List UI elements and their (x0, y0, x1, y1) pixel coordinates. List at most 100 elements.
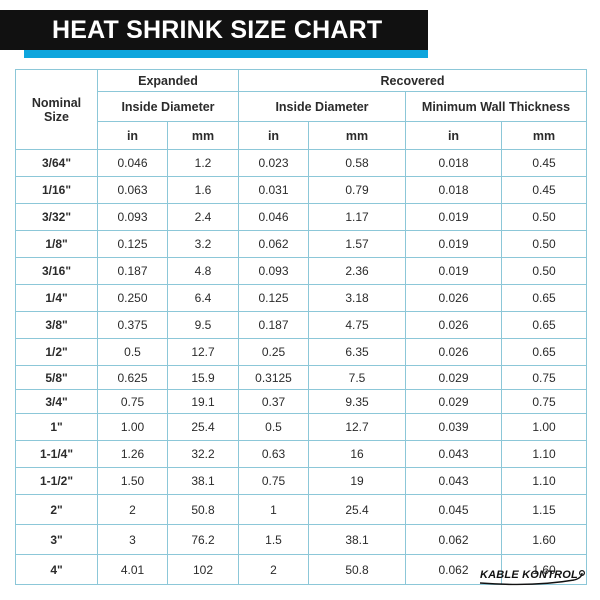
value-cell: 32.2 (167, 440, 239, 468)
value-cell: 1.15 (501, 494, 587, 525)
nominal-size-cell: 5/8" (15, 365, 98, 390)
table-row: 5/8" 0.625 15.9 0.3125 7.5 0.029 0.75 (15, 365, 587, 390)
size-chart-table: Nominal Size Expanded Recovered Inside D… (15, 69, 587, 585)
value-cell: 0.019 (405, 230, 502, 258)
value-cell: 25.4 (308, 494, 406, 525)
value-cell: 3 (97, 524, 168, 555)
value-cell: 0.25 (238, 338, 309, 366)
value-cell: 0.50 (501, 257, 587, 285)
title-accent-stripe (24, 50, 428, 58)
value-cell: 0.187 (97, 257, 168, 285)
value-cell: 0.043 (405, 467, 502, 495)
nominal-size-cell: 2" (15, 494, 98, 525)
value-cell: 50.8 (167, 494, 239, 525)
value-cell: 0.062 (238, 230, 309, 258)
value-cell: 1 (238, 494, 309, 525)
table-row: 1-1/4" 1.26 32.2 0.63 16 0.043 1.10 (15, 440, 587, 468)
table-row: 3/16" 0.187 4.8 0.093 2.36 0.019 0.50 (15, 257, 587, 285)
unit-header: in (238, 121, 309, 150)
value-cell: 0.018 (405, 176, 502, 204)
value-cell: 0.65 (501, 338, 587, 366)
value-cell: 1.10 (501, 440, 587, 468)
value-cell: 1.10 (501, 467, 587, 495)
value-cell: 1.00 (501, 413, 587, 441)
table-row: 3/4" 0.75 19.1 0.37 9.35 0.029 0.75 (15, 389, 587, 414)
value-cell: 4.75 (308, 311, 406, 339)
value-cell: 25.4 (167, 413, 239, 441)
value-cell: 15.9 (167, 365, 239, 390)
unit-header: in (405, 121, 502, 150)
value-cell: 6.35 (308, 338, 406, 366)
value-cell: 0.019 (405, 257, 502, 285)
value-cell: 0.65 (501, 311, 587, 339)
nominal-size-cell: 1-1/4" (15, 440, 98, 468)
value-cell: 0.062 (405, 554, 502, 585)
nominal-size-cell: 1/8" (15, 230, 98, 258)
brand-logo: KABLE KONTROL (478, 567, 586, 587)
value-cell: 0.37 (238, 389, 309, 414)
unit-header: in (97, 121, 168, 150)
value-cell: 6.4 (167, 284, 239, 312)
value-cell: 102 (167, 554, 239, 585)
value-cell: 0.026 (405, 338, 502, 366)
value-cell: 0.75 (238, 467, 309, 495)
table-row: 1/16" 0.063 1.6 0.031 0.79 0.018 0.45 (15, 176, 587, 204)
table-body: 3/64" 0.046 1.2 0.023 0.58 0.018 0.45 1/16" 0.06… (15, 149, 587, 585)
value-cell: 2.4 (167, 203, 239, 231)
value-cell: 7.5 (308, 365, 406, 390)
brand-logo-text: KABLE KONTROL (480, 569, 578, 581)
value-cell: 0.062 (405, 524, 502, 555)
nominal-size-cell: 1/16" (15, 176, 98, 204)
table-row: 3/8" 0.375 9.5 0.187 4.75 0.026 0.65 (15, 311, 587, 339)
value-cell: 0.50 (501, 230, 587, 258)
value-cell: 0.029 (405, 389, 502, 414)
value-cell: 0.046 (238, 203, 309, 231)
nominal-size-cell: 3/4" (15, 389, 98, 414)
nominal-size-cell: 3" (15, 524, 98, 555)
value-cell: 1.26 (97, 440, 168, 468)
value-cell: 2.36 (308, 257, 406, 285)
value-cell: 0.045 (405, 494, 502, 525)
value-cell: 0.45 (501, 176, 587, 204)
value-cell: 0.79 (308, 176, 406, 204)
value-cell: 0.50 (501, 203, 587, 231)
value-cell: 0.125 (97, 230, 168, 258)
value-cell: 38.1 (167, 467, 239, 495)
value-cell: 0.018 (405, 149, 502, 177)
table-row: 1/8" 0.125 3.2 0.062 1.57 0.019 0.50 (15, 230, 587, 258)
value-cell: 2 (97, 494, 168, 525)
value-cell: 0.026 (405, 284, 502, 312)
value-cell: 0.63 (238, 440, 309, 468)
value-cell: 3.18 (308, 284, 406, 312)
table-row: 3/32" 0.093 2.4 0.046 1.17 0.019 0.50 (15, 203, 587, 231)
value-cell: 12.7 (308, 413, 406, 441)
value-cell: 1.60 (501, 524, 587, 555)
value-cell: 0.019 (405, 203, 502, 231)
nominal-size-cell: 1-1/2" (15, 467, 98, 495)
value-cell: 76.2 (167, 524, 239, 555)
value-cell: 4.01 (97, 554, 168, 585)
value-cell: 16 (308, 440, 406, 468)
value-cell: 0.031 (238, 176, 309, 204)
unit-header: mm (167, 121, 239, 150)
value-cell: 0.75 (501, 365, 587, 390)
value-cell: 2 (238, 554, 309, 585)
page-title: HEAT SHRINK SIZE CHART (52, 16, 383, 44)
value-cell: 50.8 (308, 554, 406, 585)
table-row: 1/4" 0.250 6.4 0.125 3.18 0.026 0.65 (15, 284, 587, 312)
header-nominal-size: Nominal Size (15, 69, 98, 150)
header-expanded-inside-diameter: Inside Diameter (97, 91, 239, 122)
value-cell: 12.7 (167, 338, 239, 366)
table-row: 4" 4.01 102 2 50.8 0.062 1.60 (15, 554, 587, 585)
value-cell: 0.023 (238, 149, 309, 177)
value-cell: 0.5 (238, 413, 309, 441)
table-row: 1-1/2" 1.50 38.1 0.75 19 0.043 1.10 (15, 467, 587, 495)
nominal-size-cell: 3/16" (15, 257, 98, 285)
value-cell: 19 (308, 467, 406, 495)
value-cell: 38.1 (308, 524, 406, 555)
table-row: 1/2" 0.5 12.7 0.25 6.35 0.026 0.65 (15, 338, 587, 366)
header-expanded: Expanded (97, 69, 239, 92)
nominal-size-cell: 1" (15, 413, 98, 441)
header-min-wall-thickness: Minimum Wall Thickness (405, 91, 587, 122)
nominal-size-cell: 1/2" (15, 338, 98, 366)
